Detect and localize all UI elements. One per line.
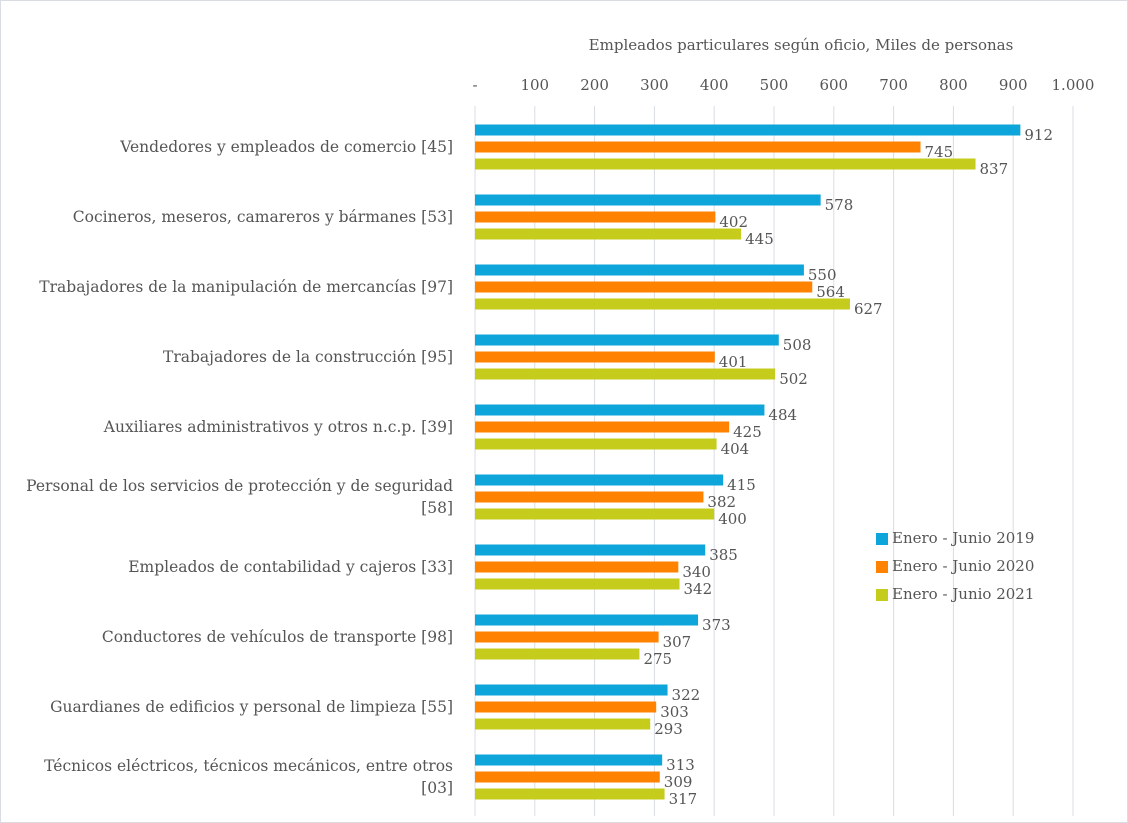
category-label: Conductores de vehículos de transporte [… <box>101 628 453 646</box>
x-tick-label: 300 <box>640 76 669 94</box>
bar <box>475 544 706 556</box>
x-tick-label: - <box>472 76 477 94</box>
bar <box>475 474 724 486</box>
bar <box>475 438 717 450</box>
bar <box>475 158 976 170</box>
bar <box>475 211 716 223</box>
category-label: Guardianes de edificios y personal de li… <box>50 698 453 716</box>
bar <box>475 124 1021 136</box>
category-label: Personal de los servicios de protección … <box>26 477 453 517</box>
data-label: 425 <box>733 423 762 441</box>
data-label: 484 <box>768 406 797 424</box>
data-label: 317 <box>669 790 698 808</box>
legend-label: Enero - Junio 2021 <box>892 585 1034 603</box>
bar <box>475 421 730 433</box>
category-label: Cocineros, meseros, camareros y bármanes… <box>72 208 453 226</box>
bar <box>475 281 813 293</box>
category-label: Trabajadores de la manipulación de merca… <box>39 278 453 296</box>
data-label: 502 <box>779 370 808 388</box>
bar <box>475 648 640 660</box>
category-label: Empleados de contabilidad y cajeros [33] <box>128 558 453 576</box>
legend-label: Enero - Junio 2020 <box>892 557 1034 575</box>
data-label: 342 <box>684 580 713 598</box>
bar <box>475 264 804 276</box>
bar <box>475 578 680 590</box>
category-label: Técnicos eléctricos, técnicos mecánicos,… <box>44 757 453 797</box>
bar <box>475 351 715 363</box>
bar <box>475 404 765 416</box>
category-label: Trabajadores de la construcción [95] <box>162 348 453 366</box>
data-label: 382 <box>707 493 736 511</box>
category-label: Vendedores y empleados de comercio [45] <box>120 138 453 156</box>
bar <box>475 788 665 800</box>
data-label: 293 <box>654 720 683 738</box>
data-label: 340 <box>682 563 711 581</box>
bar <box>475 771 660 783</box>
data-label: 385 <box>709 546 738 564</box>
data-label: 307 <box>663 633 692 651</box>
legend-swatch <box>876 561 888 573</box>
data-label: 627 <box>854 300 883 318</box>
data-label: 415 <box>727 476 756 494</box>
category-label: Auxiliares administrativos y otros n.c.p… <box>103 418 453 436</box>
x-tick-label: 900 <box>999 76 1028 94</box>
bar <box>475 718 651 730</box>
x-tick-label: 200 <box>580 76 609 94</box>
bar <box>475 491 704 503</box>
x-tick-label: 500 <box>760 76 789 94</box>
bar <box>475 298 850 310</box>
bar <box>475 754 663 766</box>
data-label: 445 <box>745 230 774 248</box>
legend-swatch <box>876 589 888 601</box>
x-tick-label: 1.000 <box>1052 76 1095 94</box>
x-tick-label: 700 <box>879 76 908 94</box>
legend-label: Enero - Junio 2019 <box>892 529 1034 547</box>
bar <box>475 614 699 626</box>
data-label: 303 <box>660 703 689 721</box>
data-label: 564 <box>816 283 845 301</box>
data-label: 401 <box>719 353 748 371</box>
data-label: 745 <box>925 143 954 161</box>
data-label: 550 <box>808 266 837 284</box>
data-label: 275 <box>643 650 672 668</box>
x-tick-label: 100 <box>520 76 549 94</box>
data-label: 404 <box>721 440 750 458</box>
data-label: 309 <box>664 773 693 791</box>
bar <box>475 684 668 696</box>
data-label: 912 <box>1024 126 1053 144</box>
x-tick-label: 600 <box>819 76 848 94</box>
data-label: 313 <box>666 756 695 774</box>
bar <box>475 141 921 153</box>
chart-title: Empleados particulares según oficio, Mil… <box>589 36 1014 54</box>
data-label: 508 <box>783 336 812 354</box>
legend-swatch <box>876 533 888 545</box>
data-label: 837 <box>980 160 1009 178</box>
data-label: 578 <box>825 196 854 214</box>
data-label: 373 <box>702 616 731 634</box>
bar <box>475 701 657 713</box>
bar <box>475 194 821 206</box>
x-tick-label: 800 <box>939 76 968 94</box>
bar <box>475 334 779 346</box>
data-label: 322 <box>672 686 701 704</box>
bar <box>475 631 659 643</box>
bar <box>475 368 776 380</box>
bar <box>475 228 742 240</box>
data-label: 400 <box>718 510 747 528</box>
data-label: 402 <box>719 213 748 231</box>
bar <box>475 561 679 573</box>
bar <box>475 508 715 520</box>
x-tick-label: 400 <box>700 76 729 94</box>
